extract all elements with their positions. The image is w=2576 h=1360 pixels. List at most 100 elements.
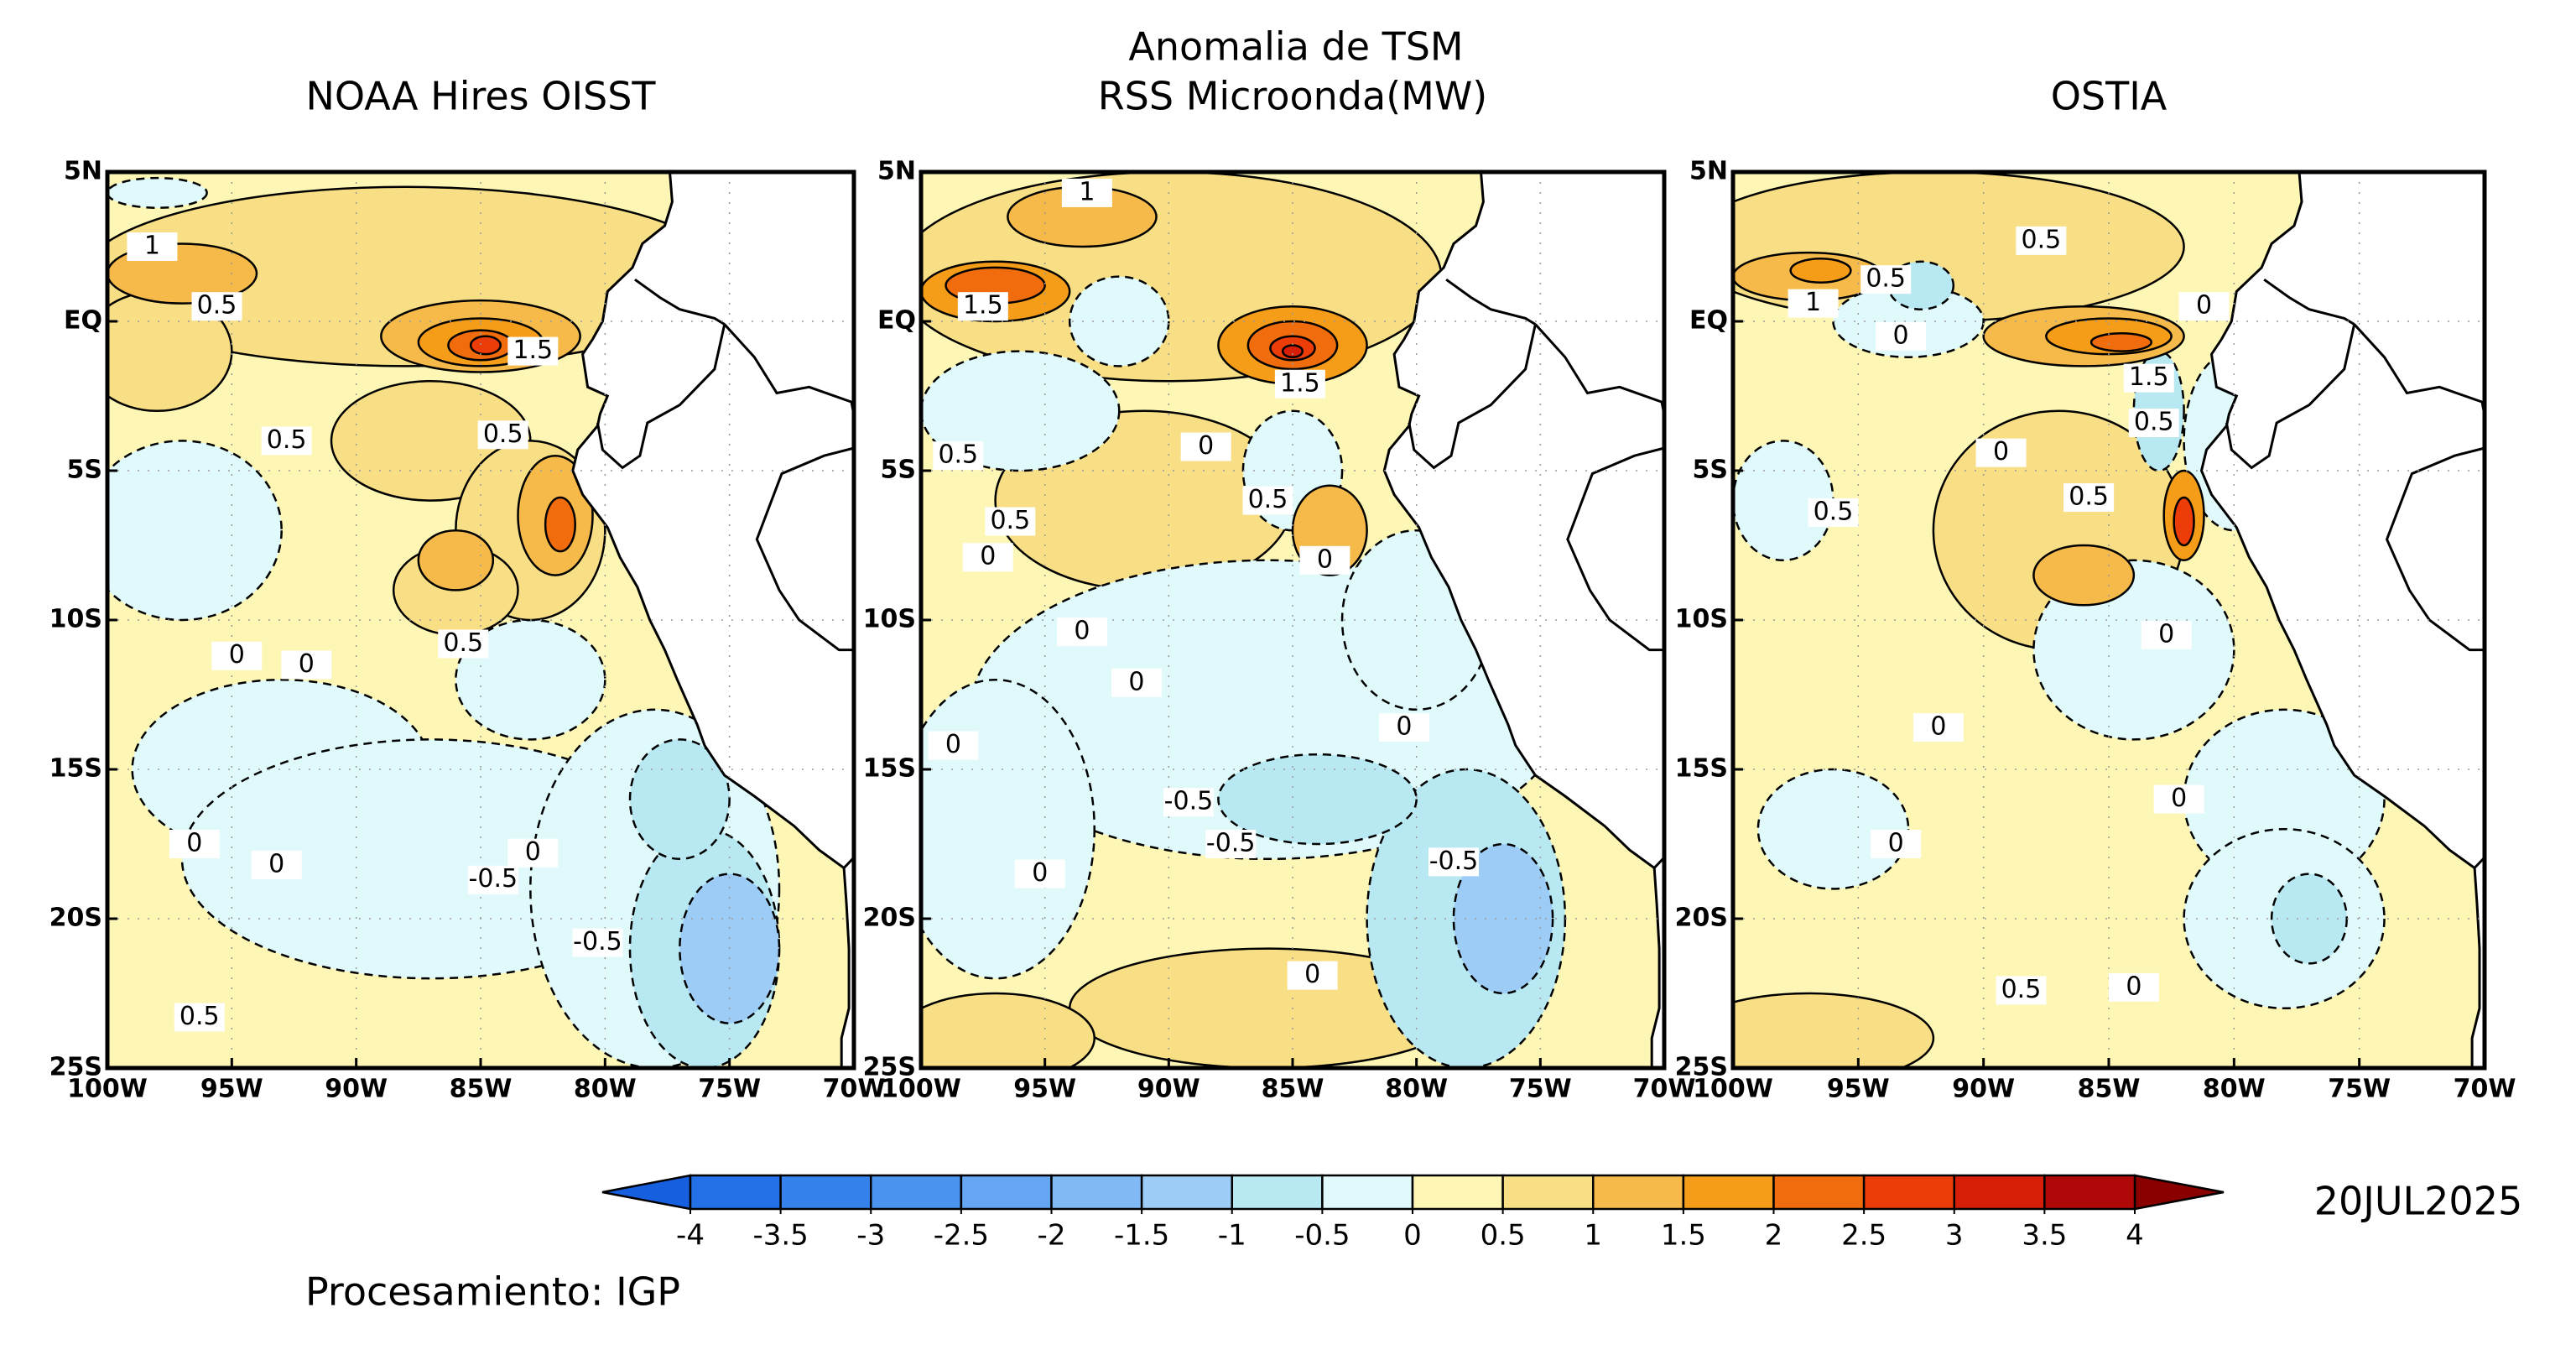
contour-label-bg [2128, 409, 2179, 438]
contour-label-bg [507, 336, 559, 366]
border [2385, 446, 2485, 652]
contour-label-bg [1860, 265, 1912, 294]
border [2225, 324, 2356, 470]
x-tick-label: 90W [1137, 1075, 1200, 1104]
contour-label: 0 [1993, 437, 2009, 466]
panel-frame [105, 169, 856, 1071]
contour-label: 0 [229, 640, 245, 670]
colorbar-label: 4 [2126, 1219, 2144, 1253]
colorbar-label: -2 [1038, 1219, 1066, 1253]
x-tick-label: 85W [2078, 1075, 2141, 1104]
colorbar-label: 2.5 [1841, 1219, 1886, 1253]
footer: Procesamiento: IGP [305, 1269, 680, 1315]
contour-label-bg [438, 629, 489, 659]
contour-label: -0.5 [1206, 829, 1256, 858]
contour-label-bg [1242, 486, 1293, 515]
y-tick-label: 25S [863, 1053, 916, 1082]
contour-label-bg [2141, 620, 2192, 649]
y-tick-label: 25S [49, 1053, 102, 1082]
panel-title: OSTIA [2051, 74, 2167, 119]
colorbar-label: -3.5 [752, 1219, 808, 1253]
map-panel [1733, 172, 2485, 1068]
contour-label-bg [572, 928, 623, 957]
contour-label: 0 [1888, 829, 1904, 858]
contour-label: 0 [1128, 667, 1144, 696]
border [1445, 278, 1537, 326]
anomaly-patch [2270, 873, 2348, 965]
anomaly-patch [1217, 753, 1418, 846]
border [1566, 446, 1664, 652]
contour-label-bg [1287, 961, 1338, 990]
x-tick-label: 100W [881, 1075, 961, 1104]
anomaly-patch [921, 350, 1121, 472]
colorbar-box [1501, 1174, 1595, 1211]
contour-label: 0.5 [180, 1002, 220, 1031]
colorbar-label: -3 [856, 1219, 885, 1253]
contour-label-bg [1871, 830, 1922, 858]
colorbar-label: -1.5 [1114, 1219, 1169, 1253]
y-tick-label: 10S [1675, 605, 1728, 634]
colorbar-box [960, 1174, 1053, 1211]
colorbar-label: 2 [1765, 1219, 1783, 1253]
contour-label-bg [1163, 788, 1214, 817]
contour-label-bg [1056, 617, 1107, 647]
land [571, 172, 854, 1068]
contour-label-bg [211, 641, 263, 670]
x-tick-label: 80W [574, 1075, 637, 1104]
contour-label-bg [1975, 438, 2027, 467]
colorbar-box [1231, 1174, 1324, 1211]
y-tick-label: EQ [877, 306, 916, 336]
contour-label-bg [174, 1003, 225, 1032]
contour-label: 0 [2158, 619, 2174, 649]
panel-title: NOAA Hires OISST [305, 74, 656, 119]
contour-label-bg [2178, 292, 2230, 321]
colorbar-box [1321, 1174, 1414, 1211]
anomaly-patch [1281, 344, 1304, 358]
land [1382, 172, 1664, 1068]
contour-label: 0 [980, 542, 996, 571]
contour-label-bg [1014, 859, 1065, 888]
x-tick-label: 70W [1633, 1075, 1696, 1104]
contour-label-bg [281, 650, 332, 680]
contour-label: 0 [268, 849, 284, 878]
colorbar-box [779, 1174, 872, 1211]
contour-label: 0 [186, 829, 202, 858]
contour-label: 0 [525, 837, 541, 867]
contour-label-bg [1808, 498, 1859, 527]
border [2473, 855, 2485, 869]
contour-label-bg [1876, 321, 1927, 351]
border [1408, 324, 1537, 470]
contour-label-bg [933, 441, 984, 471]
x-tick-label: 70W [2454, 1075, 2516, 1104]
contour-label-bg [2063, 483, 2115, 513]
x-tick-label: 90W [325, 1075, 388, 1104]
y-tick-label: 20S [49, 904, 102, 933]
y-tick-label: 10S [49, 605, 102, 634]
contour-label: 0.5 [1814, 497, 1854, 526]
anomaly-patch [921, 679, 1095, 980]
contour-label-bg [467, 865, 518, 894]
colorbar-box [1682, 1174, 1775, 1211]
contour-label-bg [1111, 668, 1162, 697]
x-tick-label: 75W [2328, 1075, 2391, 1104]
y-tick-label: 5N [877, 157, 916, 186]
anomaly-patch [2089, 331, 2153, 352]
y-tick-label: 15S [1675, 754, 1728, 784]
y-tick-label: 5N [64, 157, 102, 186]
main-title: Anomalia de TSM [1128, 24, 1463, 70]
contour-label: 1 [1079, 177, 1095, 206]
contour-label: 0 [2171, 784, 2187, 813]
y-tick-label: 5S [1693, 456, 1728, 485]
contour-label-bg [2016, 226, 2067, 255]
border [634, 278, 726, 326]
x-tick-label: 85W [450, 1075, 513, 1104]
y-tick-label: EQ [1689, 306, 1728, 336]
anomaly-patch [417, 529, 495, 591]
contour-label-bg [251, 850, 302, 879]
colorbar-label: -1 [1218, 1219, 1246, 1253]
anomaly-patch [1733, 992, 1935, 1068]
border [755, 446, 854, 652]
anomaly-patch [107, 176, 208, 209]
contour-label: 0 [299, 649, 315, 679]
